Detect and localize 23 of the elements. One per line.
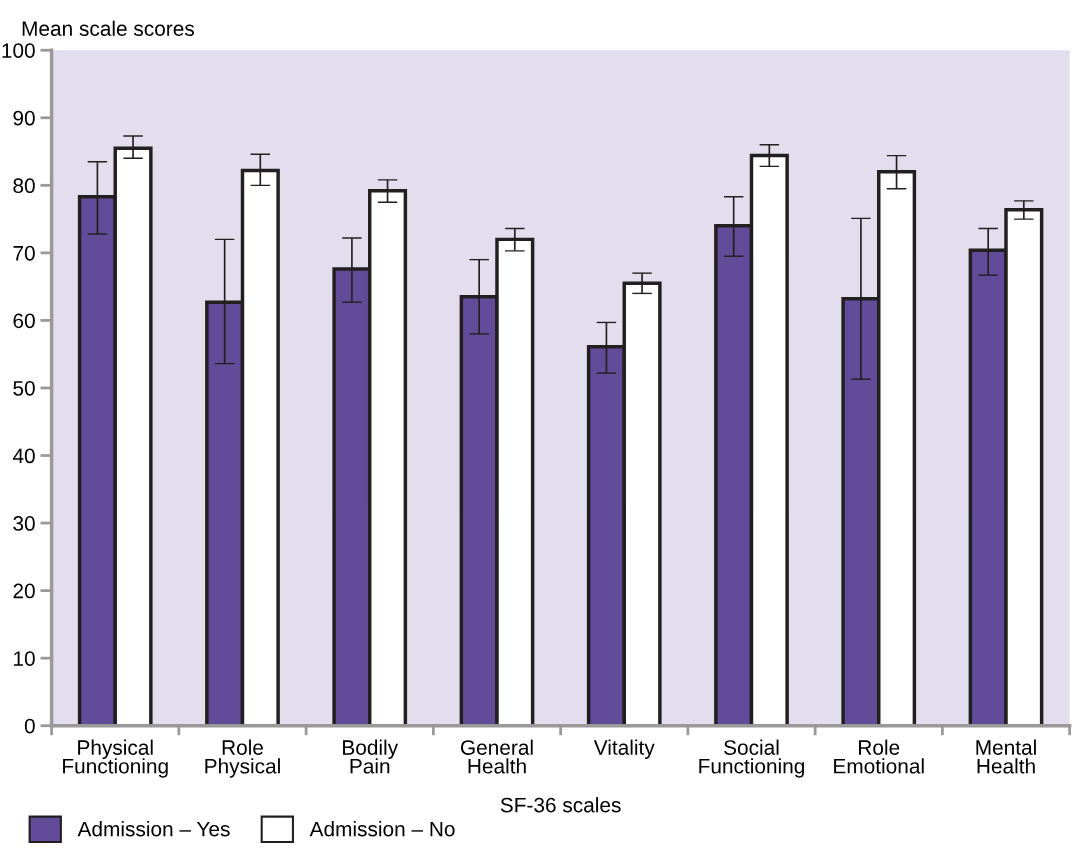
x-tick-label: Role Emotional — [834, 739, 924, 774]
y-tick-label: 60 — [13, 313, 35, 329]
x-tick-label: Role Physical — [205, 739, 280, 778]
y-tick-label: 70 — [13, 245, 35, 261]
x-tick-label: Mental Health — [976, 739, 1036, 774]
x-tick-label: Social Functioning — [699, 739, 805, 778]
y-axis-title: Mean scale scores — [22, 20, 194, 36]
y-tick-label: 20 — [13, 583, 35, 599]
y-tick-label: 40 — [12, 448, 35, 464]
y-tick-label: 10 — [14, 651, 35, 666]
legend-label: Admission – Yes — [77, 821, 230, 837]
y-tick-label: 50 — [13, 380, 35, 396]
x-tick-label: Physical Functioning — [63, 739, 168, 778]
y-tick-label: 30 — [13, 516, 35, 531]
x-tick-label: Vitality — [593, 739, 655, 760]
legend-label: Admission – No — [309, 821, 455, 837]
y-tick-label: 90 — [13, 110, 35, 126]
y-tick-label: 0 — [24, 718, 35, 734]
y-tick-label: 80 — [13, 178, 35, 194]
x-axis-title: SF-36 scales — [500, 797, 621, 813]
x-tick-label: Bodily Pain — [343, 739, 399, 774]
y-tick-label: 100 — [2, 43, 35, 58]
x-tick-label: General Health — [460, 739, 533, 774]
